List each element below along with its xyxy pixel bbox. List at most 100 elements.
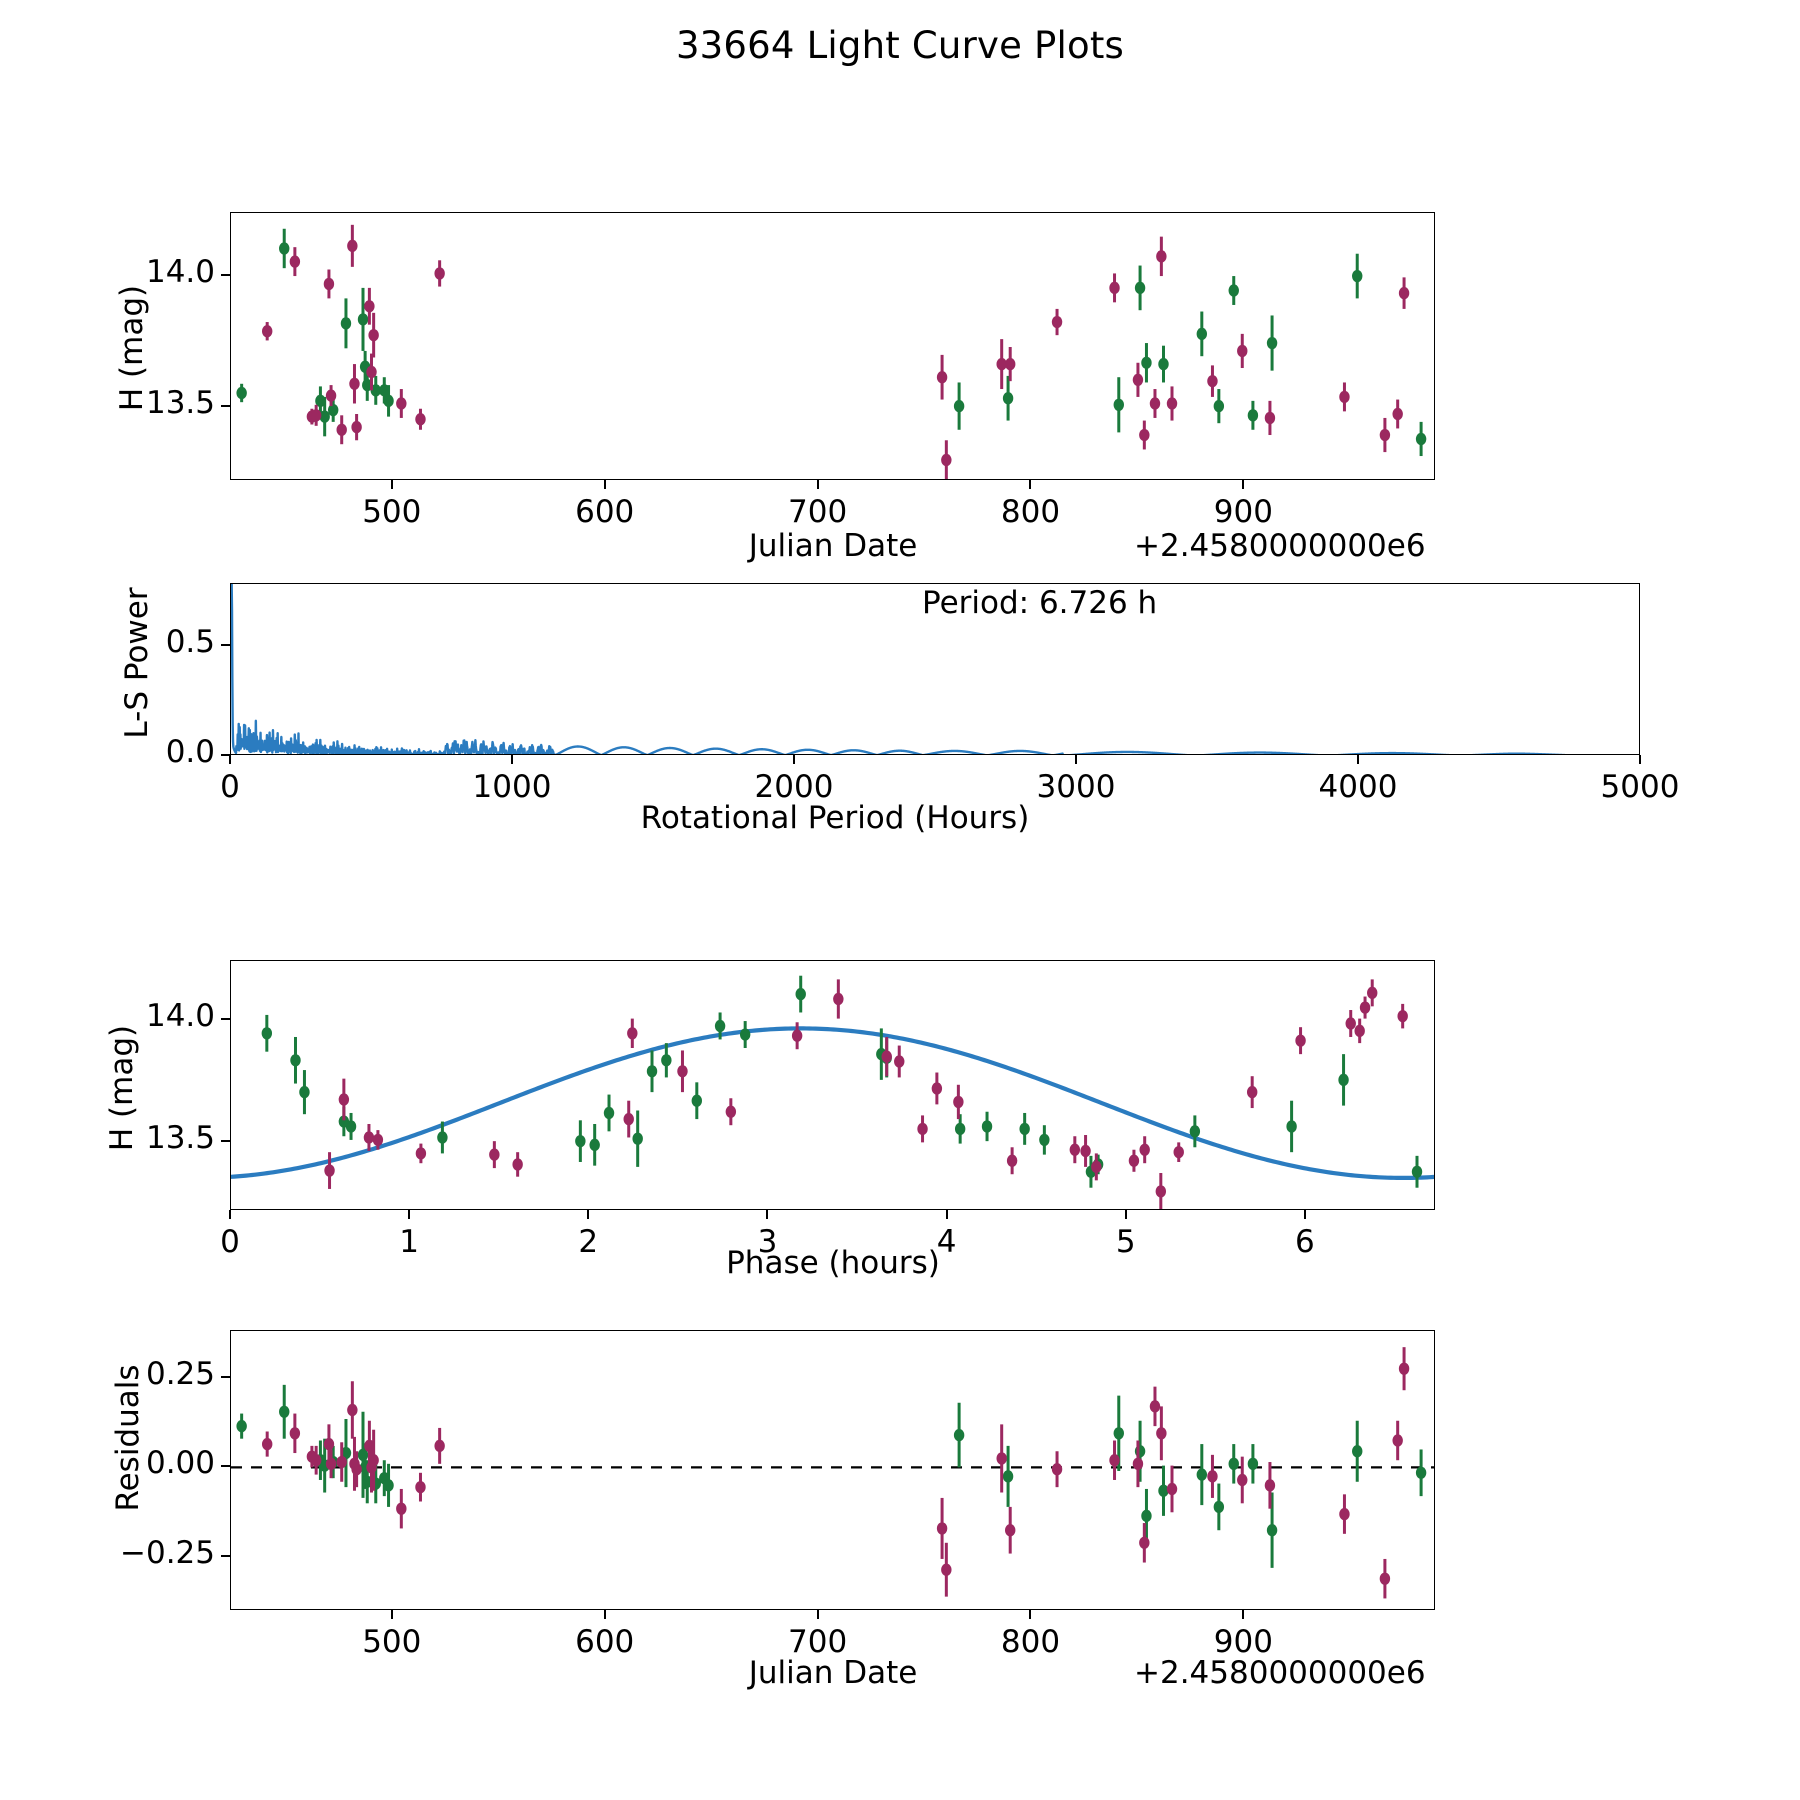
- data-point-magenta: [289, 1413, 301, 1454]
- data-point-magenta: [1156, 1406, 1167, 1461]
- data-point-green: [236, 383, 247, 403]
- data-point-green: [632, 1110, 643, 1167]
- data-point-magenta: [1398, 277, 1410, 309]
- data-point-green: [1247, 1444, 1259, 1484]
- data-point-magenta: [1128, 1149, 1140, 1172]
- data-point-magenta: [372, 1130, 384, 1150]
- p3-xtick-3: 3: [757, 1224, 778, 1260]
- data-point-green: [319, 396, 330, 437]
- data-point-magenta: [415, 1472, 426, 1502]
- data-point-magenta: [1149, 1386, 1161, 1427]
- data-point-magenta: [1379, 1558, 1391, 1599]
- data-point-magenta: [434, 1427, 445, 1464]
- data-point-magenta: [936, 354, 948, 400]
- p4-ytick-mark-0: [221, 1555, 230, 1558]
- data-point-magenta: [1156, 236, 1167, 277]
- data-point-green: [795, 975, 806, 1013]
- p1-ytick-mark-0: [221, 405, 230, 408]
- data-point-magenta: [881, 1036, 892, 1077]
- p2-xtick-1: 1000: [472, 769, 552, 805]
- data-point-green: [739, 1021, 751, 1049]
- data-point-magenta: [1237, 1456, 1248, 1504]
- data-point-green: [1352, 253, 1363, 299]
- p1-xtick-mark-4: [1242, 480, 1245, 489]
- data-point-magenta: [364, 287, 375, 325]
- p2-xtick-mark-4: [1357, 755, 1359, 764]
- data-point-magenta: [725, 1098, 737, 1126]
- p4-xtick-mark-2: [816, 1610, 819, 1619]
- p3-xtick-2: 2: [578, 1224, 599, 1260]
- p4-xtick-mark-0: [390, 1610, 393, 1619]
- page-title: 33664 Light Curve Plots: [675, 24, 1125, 67]
- data-point-magenta: [1051, 1451, 1063, 1488]
- data-point-magenta: [833, 979, 844, 1019]
- p2-xtick-4: 4000: [1318, 769, 1398, 805]
- data-point-green: [953, 382, 965, 430]
- p2-xtick-mark-5: [1639, 755, 1641, 764]
- data-point-green: [954, 1114, 966, 1144]
- p1-ytick-0: 13.5: [145, 385, 215, 422]
- data-point-green: [1189, 1115, 1201, 1148]
- data-point-magenta: [347, 1381, 358, 1439]
- data-point-green: [1113, 377, 1124, 433]
- data-point-green: [1411, 1155, 1423, 1188]
- panel2-xlabel: Rotational Period (Hours): [640, 800, 1030, 836]
- data-point-magenta: [1155, 1173, 1167, 1209]
- data-point-magenta: [368, 312, 379, 358]
- data-point-magenta: [1091, 1153, 1102, 1181]
- data-point-magenta: [1139, 1136, 1150, 1164]
- p4-ytick-1: 0.00: [145, 1445, 215, 1482]
- data-point-magenta: [941, 440, 952, 479]
- p2-ytick-mark-1: [221, 643, 230, 646]
- p3-ytick-mark-0: [221, 1140, 230, 1143]
- data-point-magenta: [310, 1445, 322, 1475]
- data-point-magenta: [1264, 400, 1276, 436]
- data-point-magenta: [434, 260, 445, 287]
- data-point-magenta: [1359, 996, 1371, 1019]
- data-point-magenta: [396, 389, 407, 418]
- data-point-magenta: [1246, 1076, 1258, 1109]
- data-point-magenta: [338, 1078, 350, 1121]
- data-point-magenta: [336, 1442, 347, 1482]
- p1-xtick-mark-2: [816, 480, 819, 489]
- p3-xtick-mark-4: [945, 1210, 948, 1219]
- p4-ytick-0: −0.25: [120, 1535, 215, 1572]
- data-point-magenta: [791, 1022, 803, 1050]
- p3-xtick-6: 6: [1295, 1224, 1315, 1260]
- data-point-magenta: [1367, 979, 1378, 1007]
- data-point-magenta: [1109, 273, 1120, 303]
- data-point-green: [589, 1123, 600, 1166]
- data-point-green: [1002, 375, 1014, 421]
- data-point-green: [661, 1043, 672, 1078]
- p2-ytick-mark-0: [221, 754, 230, 756]
- data-point-magenta: [349, 364, 360, 404]
- p3-ytick-mark-1: [221, 1017, 230, 1020]
- panel4-xlabel: Julian Date: [748, 1655, 918, 1691]
- data-point-magenta: [894, 1045, 905, 1078]
- data-point-green: [953, 1402, 965, 1468]
- p4-ytick-2: 0.25: [145, 1355, 215, 1392]
- p1-ytick-mark-1: [221, 274, 230, 277]
- data-point-green: [575, 1120, 586, 1162]
- p4-ytick-mark-2: [221, 1375, 230, 1378]
- data-point-magenta: [347, 224, 358, 267]
- data-point-green: [1196, 311, 1208, 357]
- p3-xtick-mark-2: [587, 1210, 590, 1219]
- p3-xtick-4: 4: [936, 1224, 957, 1260]
- p1-xtick-mark-0: [390, 480, 393, 489]
- p3-ytick-1: 14.0: [145, 997, 215, 1034]
- data-point-green: [1266, 1492, 1278, 1568]
- lightcurve-raw-plot: [236, 224, 1427, 479]
- period-annotation: Period: 6.726 h: [922, 585, 1158, 621]
- data-point-green: [437, 1121, 448, 1154]
- p2-xtick-2: 2000: [754, 769, 834, 805]
- data-point-magenta: [351, 1451, 362, 1488]
- data-point-magenta: [261, 322, 273, 341]
- data-point-magenta: [1398, 1347, 1410, 1391]
- data-point-magenta: [368, 1429, 379, 1491]
- data-point-magenta: [917, 1115, 928, 1143]
- periodogram-plot: [231, 584, 1567, 754]
- data-point-green: [340, 298, 352, 349]
- p2-ytick-0: 0.0: [165, 734, 215, 770]
